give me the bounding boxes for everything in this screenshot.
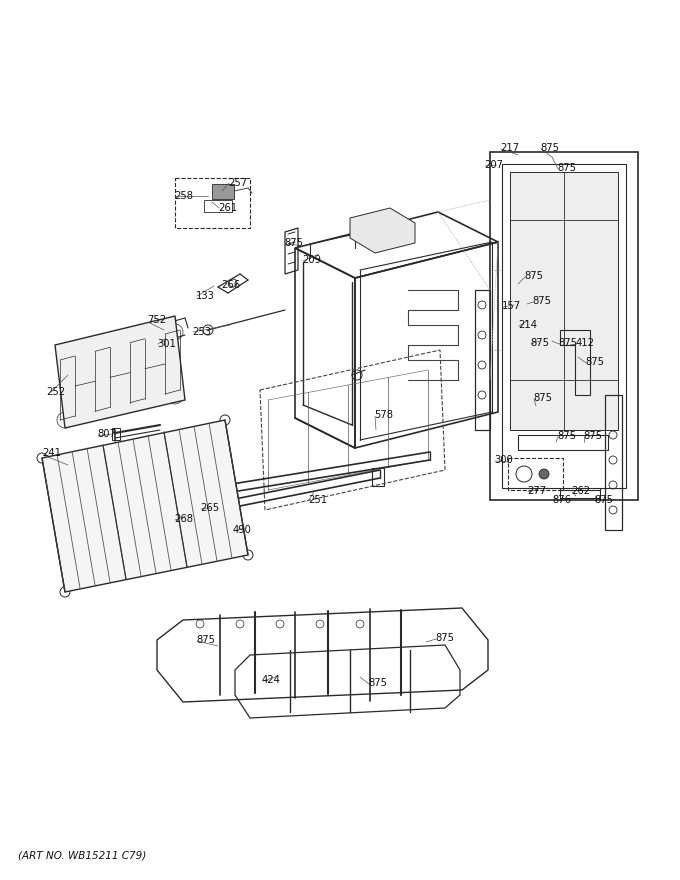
Text: 257: 257 [228,178,247,188]
Text: (ART NO. WB15211 C79): (ART NO. WB15211 C79) [18,850,146,860]
Text: 875: 875 [532,296,551,306]
Text: 214: 214 [518,320,537,330]
Text: 807: 807 [97,429,116,439]
Text: 253: 253 [192,327,211,337]
Text: 251: 251 [308,495,327,505]
Text: 875: 875 [594,495,613,505]
Text: 578: 578 [374,410,393,420]
Text: 241: 241 [42,448,61,458]
Text: 261: 261 [218,203,237,213]
Text: 157: 157 [502,301,521,311]
Text: 258: 258 [174,191,193,201]
Bar [508,458,563,490]
Text: 875: 875 [585,357,604,367]
Text: 412: 412 [576,338,595,348]
Text: 875: 875 [558,338,577,348]
Text: 252: 252 [46,387,65,397]
Bar [185,488,197,508]
Text: 752: 752 [147,315,166,325]
Text: 268: 268 [174,514,193,524]
Text: 490: 490 [233,525,252,535]
Text: 876: 876 [552,495,571,505]
Text: 875: 875 [524,271,543,281]
Text: 277: 277 [527,486,546,496]
Text: 875: 875 [435,633,454,643]
Polygon shape [42,420,248,592]
Text: 266: 266 [221,280,240,290]
Text: 875: 875 [557,431,576,441]
Text: 875: 875 [540,143,559,153]
Text: 875: 875 [557,163,576,173]
Bar [175,178,250,228]
Text: 875: 875 [530,338,549,348]
Text: 133: 133 [196,291,215,301]
Polygon shape [55,316,185,428]
Bar [212,184,234,199]
Text: 207: 207 [484,160,503,170]
Text: 300: 300 [494,455,513,465]
Text: 209: 209 [302,255,321,265]
Bar [372,468,384,486]
Polygon shape [350,208,415,253]
Text: 875: 875 [196,635,215,645]
Bar [112,428,120,440]
Bar [518,435,608,450]
Polygon shape [510,172,618,430]
Circle shape [539,469,549,479]
Text: 875: 875 [583,431,602,441]
Text: 875: 875 [284,238,303,248]
Text: 424: 424 [262,675,281,685]
Text: 262: 262 [571,486,590,496]
Text: 875: 875 [368,678,387,688]
Text: 875: 875 [533,393,552,403]
Text: 301: 301 [157,339,176,349]
Text: 265: 265 [200,503,219,513]
Text: 217: 217 [500,143,519,153]
Bar [204,200,232,212]
